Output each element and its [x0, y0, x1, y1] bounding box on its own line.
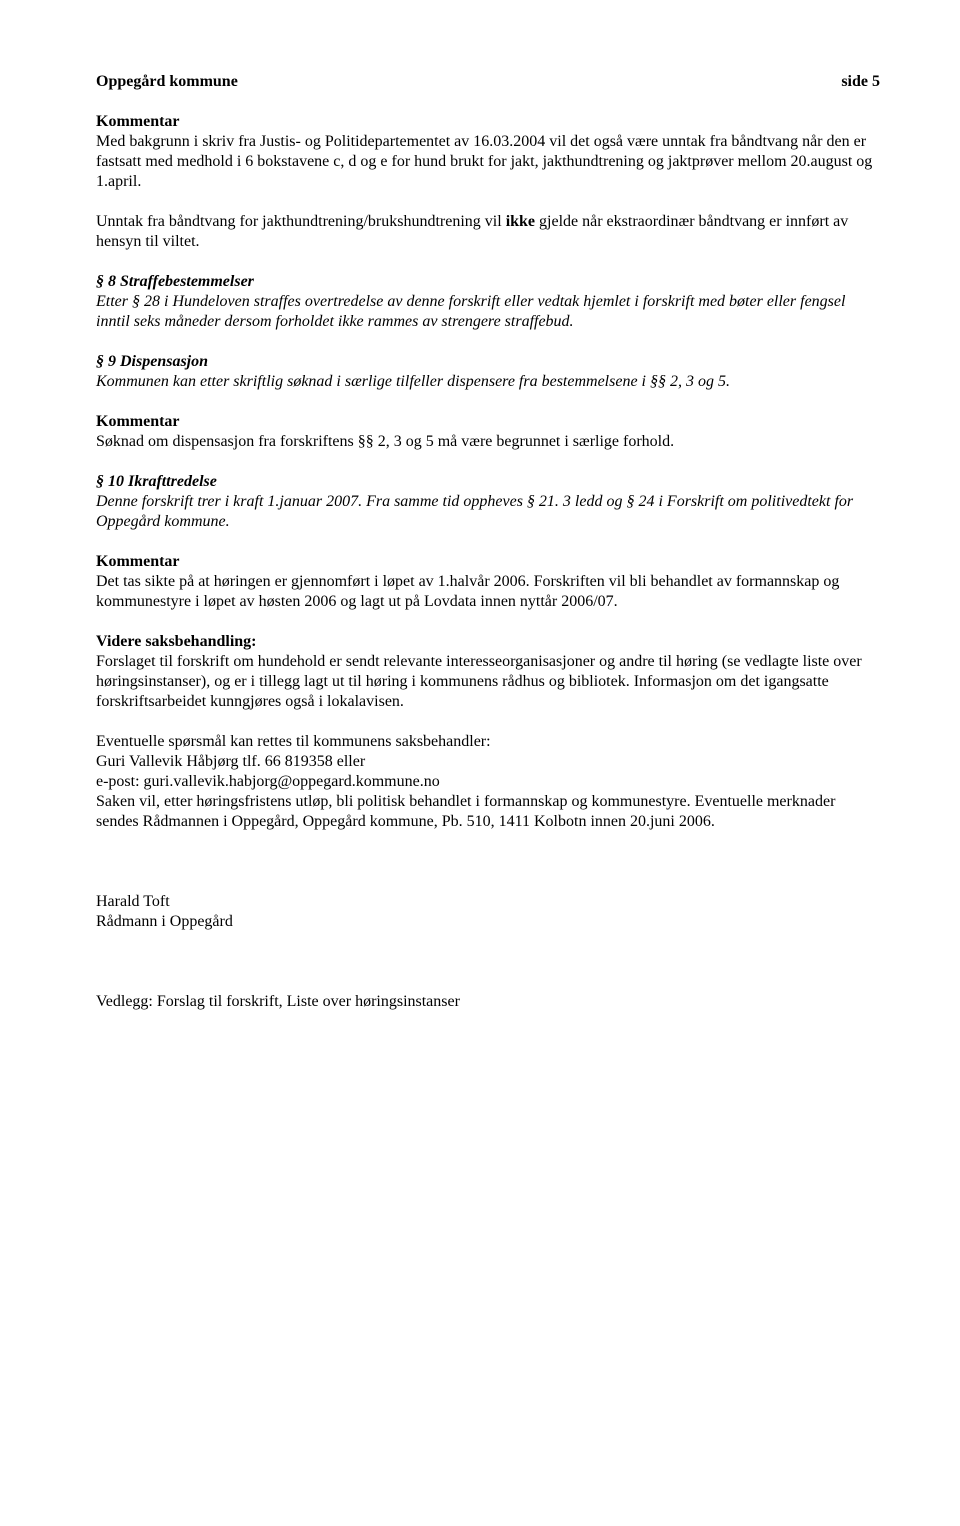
- kommentar-1-text: Med bakgrunn i skriv fra Justis- og Poli…: [96, 132, 880, 192]
- signature-title: Rådmann i Oppegård: [96, 912, 880, 932]
- section-9-body: Kommunen kan etter skriftlig søknad i sæ…: [96, 372, 880, 392]
- contact-intro: Eventuelle spørsmål kan rettes til kommu…: [96, 732, 880, 752]
- kommentar-2-label: Kommentar: [96, 412, 880, 432]
- unntak-bold: ikke: [506, 213, 535, 230]
- section-10-title: § 10 Ikrafttredelse: [96, 472, 880, 492]
- unntak-pre: Unntak fra båndtvang for jakthundtrening…: [96, 213, 506, 230]
- section-9-title: § 9 Dispensasjon: [96, 352, 880, 372]
- videre-label: Videre saksbehandling:: [96, 632, 880, 652]
- signature-name: Harald Toft: [96, 892, 880, 912]
- videre-text: Forslaget til forskrift om hundehold er …: [96, 652, 880, 712]
- kommentar-3-label: Kommentar: [96, 552, 880, 572]
- header-left: Oppegård kommune: [96, 72, 238, 92]
- section-10-body: Denne forskrift trer i kraft 1.januar 20…: [96, 492, 880, 532]
- kommentar-1-label: Kommentar: [96, 112, 880, 132]
- unntak-paragraph: Unntak fra båndtvang for jakthundtrening…: [96, 212, 880, 252]
- kommentar-3-text: Det tas sikte på at høringen er gjennomf…: [96, 572, 880, 612]
- page-header: Oppegård kommune side 5: [96, 72, 880, 92]
- section-8-title: § 8 Straffebestemmelser: [96, 272, 880, 292]
- contact-email: e-post: guri.vallevik.habjorg@oppegard.k…: [96, 772, 880, 792]
- kommentar-2-text: Søknad om dispensasjon fra forskriftens …: [96, 432, 880, 452]
- contact-name-phone: Guri Vallevik Håbjørg tlf. 66 819358 ell…: [96, 752, 880, 772]
- vedlegg-line: Vedlegg: Forslag til forskrift, Liste ov…: [96, 992, 880, 1012]
- section-8-body: Etter § 28 i Hundeloven straffes overtre…: [96, 292, 880, 332]
- header-right: side 5: [841, 72, 880, 92]
- contact-rest: Saken vil, etter høringsfristens utløp, …: [96, 792, 880, 832]
